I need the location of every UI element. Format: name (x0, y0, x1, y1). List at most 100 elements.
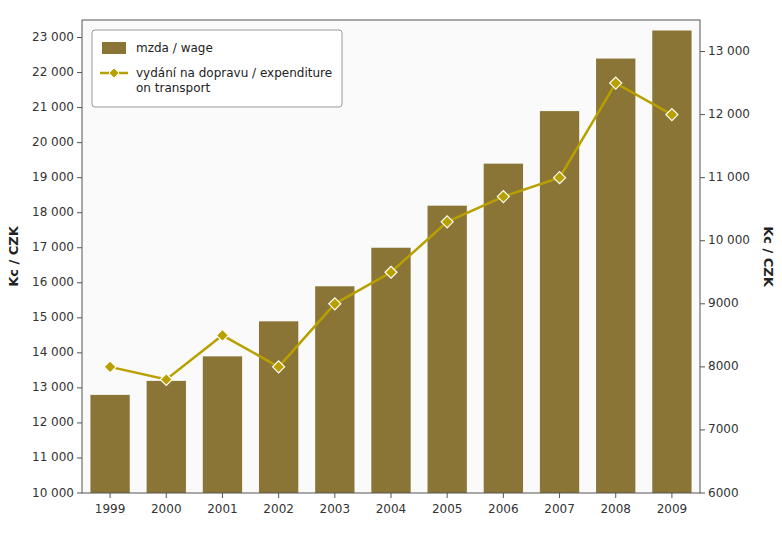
x-tick-label: 2000 (151, 502, 182, 516)
tick-label: 13 000 (708, 44, 750, 58)
x-tick-label: 2007 (544, 502, 575, 516)
bar (484, 164, 523, 493)
tick-label: 7000 (708, 422, 739, 436)
tick (700, 429, 705, 430)
legend-label-line: vydání na dopravu / expenditure (136, 66, 332, 80)
line-marker (385, 266, 397, 278)
y2-axis-title: Kc / CZK (761, 226, 776, 288)
tick (700, 114, 705, 115)
data-marks (90, 31, 691, 493)
plot-frame (82, 20, 700, 493)
x-tick (671, 493, 672, 498)
x-tick (222, 493, 223, 498)
bar (90, 395, 129, 493)
tick-label: 12 000 (32, 415, 74, 429)
line-marker (610, 77, 622, 89)
x-tick (615, 493, 616, 498)
bar (259, 321, 298, 493)
tick-label: 19 000 (32, 170, 74, 184)
tick (77, 107, 82, 108)
tick-label: 11 000 (32, 450, 74, 464)
tick-label: 6000 (708, 486, 739, 500)
bar (428, 206, 467, 493)
tick-label: 11 000 (708, 170, 750, 184)
y-axis-title: Kc / CZK (6, 225, 21, 287)
x-tick (278, 493, 279, 498)
tick-label: 21 000 (32, 100, 74, 114)
line-marker (329, 298, 341, 310)
tick-label: 13 000 (32, 380, 74, 394)
bar (652, 31, 691, 493)
line-marker (554, 172, 566, 184)
legend-label-line: mzda / wage (136, 41, 213, 55)
tick (77, 142, 82, 143)
x-tick (559, 493, 560, 498)
tick (77, 247, 82, 248)
x-tick (166, 493, 167, 498)
legend: mzda / wage vydání na dopravu / expenditu… (92, 30, 342, 107)
tick (700, 177, 705, 178)
bar (147, 381, 186, 493)
x-tick-label: 2001 (207, 502, 238, 516)
tick-label: 23 000 (32, 30, 74, 44)
line-marker (104, 361, 116, 373)
bar (540, 111, 579, 493)
tick-label: 10 000 (32, 486, 74, 500)
tick (77, 457, 82, 458)
line (110, 83, 672, 379)
tick (77, 317, 82, 318)
x-tick (110, 493, 111, 498)
legend-label: vydání na dopravu / expenditureon transp… (136, 66, 332, 95)
tick (77, 212, 82, 213)
line-marker (216, 329, 228, 341)
legend-label: mzda / wage (136, 41, 213, 55)
legend-label-line: on transport (136, 81, 211, 95)
x-tick (503, 493, 504, 498)
line-marker (441, 216, 453, 228)
tick (77, 282, 82, 283)
bar (596, 59, 635, 493)
tick (77, 422, 82, 423)
tick-label: 20 000 (32, 135, 74, 149)
yticks-axis: 10 000 11 000 12 000 13 000 14 000 15 000 16 0… (32, 30, 82, 499)
tick (77, 387, 82, 388)
tick (700, 51, 705, 52)
tick-label: 16 000 (32, 275, 74, 289)
chart: 10 000 11 000 12 000 13 000 14 000 15 000 16 0… (0, 0, 782, 537)
x-tick (391, 493, 392, 498)
x-tick-label: 2004 (376, 502, 407, 516)
tick-label: 8000 (708, 359, 739, 373)
tick (700, 303, 705, 304)
tick (77, 37, 82, 38)
legend-box (92, 30, 342, 107)
x-axis: 1999 2000 2001 2002 2003 2004 2005 2006 2007 2008… (95, 493, 687, 516)
x-tick-label: 1999 (95, 502, 126, 516)
tick-label: 14 000 (32, 345, 74, 359)
bar (315, 286, 354, 493)
tick (700, 240, 705, 241)
x-tick-label: 2003 (320, 502, 351, 516)
line-marker (497, 191, 509, 203)
x-tick-label: 2008 (600, 502, 631, 516)
tick (700, 493, 705, 494)
tick (77, 493, 82, 494)
tick (77, 72, 82, 73)
x-tick (447, 493, 448, 498)
tick-label: 12 000 (708, 107, 750, 121)
tick-label: 18 000 (32, 205, 74, 219)
tick (700, 366, 705, 367)
line-marker (160, 373, 172, 385)
tick-label: 10 000 (708, 233, 750, 247)
tick-label: 22 000 (32, 65, 74, 79)
tick-label: 17 000 (32, 240, 74, 254)
bar (371, 248, 410, 493)
y2ticks-axis: 600070008000900010 00011 00012 00013 000 (700, 44, 750, 499)
line-marker (273, 361, 285, 373)
tick-label: 15 000 (32, 310, 74, 324)
tick (77, 352, 82, 353)
x-tick (334, 493, 335, 498)
x-tick-label: 2002 (263, 502, 294, 516)
x-tick-label: 2006 (488, 502, 519, 516)
x-tick-label: 2005 (432, 502, 463, 516)
x-tick-label: 2009 (657, 502, 688, 516)
